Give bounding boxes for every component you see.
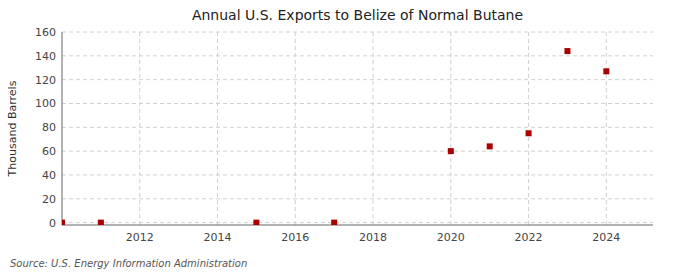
y-tick-label: 100 — [35, 97, 56, 110]
x-grid-line — [139, 32, 140, 225]
y-grid-line — [62, 151, 653, 152]
y-axis-line — [62, 32, 63, 225]
chart-container: 0 20 40 60 80 100 120 140 160 2012 2014 2016 2018 202… — [0, 0, 675, 275]
x-tick-label: 2012 — [126, 231, 154, 244]
point — [448, 148, 454, 154]
y-grid-line — [62, 174, 653, 175]
points — [62, 48, 609, 225]
point — [331, 220, 337, 225]
plot-background — [62, 32, 653, 225]
x-tick-label: 2014 — [204, 231, 232, 244]
x-grid-line — [373, 32, 374, 225]
y-tick-label: 40 — [42, 169, 56, 182]
x-tick-label: 2022 — [515, 231, 543, 244]
x-tick-label: 2024 — [592, 231, 620, 244]
y-grid-line — [62, 198, 653, 199]
grid — [62, 32, 653, 225]
y-tick-label: 140 — [35, 50, 56, 63]
y-grid-line — [62, 79, 653, 80]
y-tick-label: 60 — [42, 145, 56, 158]
x-grid-line — [450, 32, 451, 225]
y-grid-line — [62, 32, 653, 33]
source-note: Source: U.S. Energy Information Administ… — [10, 258, 247, 269]
y-tick-label: 80 — [42, 121, 56, 134]
point — [603, 68, 609, 74]
point — [487, 143, 493, 149]
x-tick-label: 2018 — [359, 231, 387, 244]
y-tick-label: 120 — [35, 74, 56, 87]
x-grid-line — [217, 32, 218, 225]
x-axis-line — [62, 225, 653, 226]
y-tick-label: 20 — [42, 193, 56, 206]
x-tick-label: 2016 — [281, 231, 309, 244]
point — [98, 220, 104, 225]
point — [62, 220, 65, 225]
y-tick-label: 160 — [35, 26, 56, 39]
x-grid-line — [528, 32, 529, 225]
point — [526, 130, 532, 136]
chart-svg: 0 20 40 60 80 100 120 140 160 2012 2014 2016 2018 202… — [0, 0, 675, 275]
title: Annual U.S. Exports to Belize of Normal … — [192, 7, 523, 23]
y-grid-line — [62, 55, 653, 56]
x-grid-line — [295, 32, 296, 225]
y-grid-line — [62, 127, 653, 128]
y-grid-line — [62, 222, 653, 223]
x-grid-line — [606, 32, 607, 225]
y-tick-label: 0 — [49, 217, 56, 230]
x-tick-label: 2020 — [437, 231, 465, 244]
point — [564, 48, 570, 54]
y-grid-line — [62, 103, 653, 104]
point — [253, 220, 259, 225]
y-axis-label: Thousand Barrels — [6, 80, 19, 177]
